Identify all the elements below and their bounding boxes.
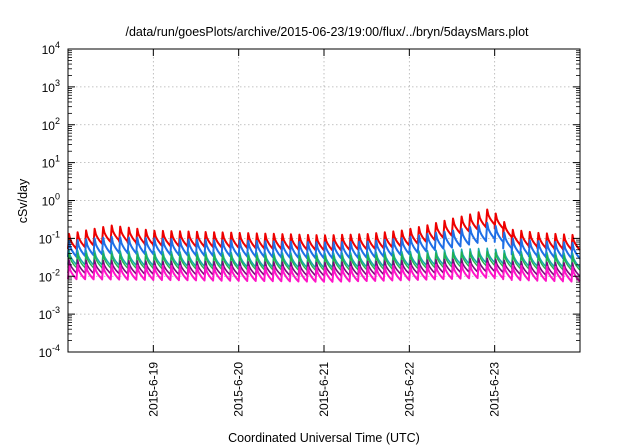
y-tick-base: 10 xyxy=(39,270,53,284)
y-tick-base: 10 xyxy=(42,195,56,209)
plot-border xyxy=(67,48,581,353)
y-tick-label: 102 xyxy=(42,116,60,133)
y-tick-base: 10 xyxy=(39,346,53,360)
y-tick-exponent: -2 xyxy=(52,267,60,277)
plot-frame xyxy=(67,48,581,353)
y-tick-base: 10 xyxy=(42,119,56,133)
y-tick-label: 104 xyxy=(42,40,60,57)
x-tick-label: 2015-6-23 xyxy=(488,362,502,417)
chart-title: /data/run/goesPlots/archive/2015-06-23/1… xyxy=(125,25,529,39)
y-axis-label: cSv/day xyxy=(16,178,30,223)
y-tick-exponent: -4 xyxy=(52,343,60,353)
y-tick-exponent: 4 xyxy=(55,40,60,50)
y-tick-label: 101 xyxy=(42,154,60,171)
y-tick-exponent: 3 xyxy=(55,78,60,88)
y-tick-base: 10 xyxy=(39,232,53,246)
y-tick-base: 10 xyxy=(39,308,53,322)
y-tick-label: 100 xyxy=(42,192,60,209)
grid-lines xyxy=(68,49,580,352)
y-tick-base: 10 xyxy=(42,157,56,171)
y-tick-label: 10-1 xyxy=(39,229,60,246)
x-tick-labels: 2015-6-19 2015-6-20 2015-6-21 2015-6-22 2015… xyxy=(146,362,501,417)
series-line-6 xyxy=(67,262,581,283)
x-axis-label: Coordinated Universal Time (UTC) xyxy=(228,431,420,445)
y-tick-exponent: -3 xyxy=(52,305,60,315)
y-tick-exponent: 0 xyxy=(55,192,60,202)
y-tick-label: 10-3 xyxy=(39,305,60,322)
y-tick-label: 10-4 xyxy=(39,343,60,360)
x-tick-label: 2015-6-21 xyxy=(317,362,331,417)
y-tick-exponent: 1 xyxy=(55,154,60,164)
y-tick-base: 10 xyxy=(42,81,56,95)
x-tick-label: 2015-6-19 xyxy=(146,362,160,417)
y-tick-exponent: -1 xyxy=(52,229,60,239)
y-tick-label: 103 xyxy=(42,78,60,95)
series-group xyxy=(67,208,581,283)
y-tick-exponent: 2 xyxy=(55,116,60,126)
x-tick-label: 2015-6-22 xyxy=(402,362,416,417)
y-tick-base: 10 xyxy=(42,43,56,57)
x-tick-label: 2015-6-20 xyxy=(232,362,246,417)
y-tick-label: 10-2 xyxy=(39,267,60,284)
